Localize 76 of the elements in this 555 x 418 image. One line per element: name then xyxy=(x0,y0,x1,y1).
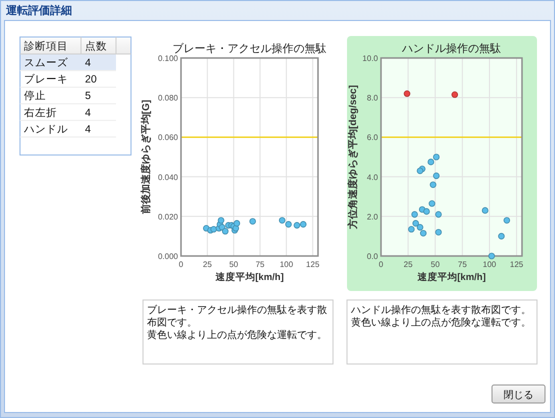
x-axis-title: 速度平均[km/h] xyxy=(416,271,486,283)
text: 点数 xyxy=(85,40,107,52)
y-axis-title: 方位角速度ゆらぎ平均[deg/sec] xyxy=(347,85,359,230)
point xyxy=(423,208,430,215)
data-label: 4 xyxy=(85,123,91,136)
x-tick-label: 125 xyxy=(510,260,524,269)
point xyxy=(433,154,440,160)
point xyxy=(451,91,458,98)
point xyxy=(412,220,419,227)
y-tick-label: 0.020 xyxy=(158,212,179,222)
y-tick-label: 0.080 xyxy=(158,94,179,103)
category-label: 右左折 xyxy=(24,106,57,119)
x-tick-label: 50 xyxy=(430,260,440,269)
point xyxy=(234,220,240,227)
data-label: 20 xyxy=(85,74,97,86)
point xyxy=(428,200,436,207)
text: 診断項目 xyxy=(24,40,68,52)
y-tick-label: 10.0 xyxy=(362,54,379,63)
data-label: 5 xyxy=(85,90,91,102)
y-tick-label: 0.0 xyxy=(366,252,379,261)
x-axis-title: 速度平均[km/h] xyxy=(214,271,284,283)
point xyxy=(218,217,224,224)
point xyxy=(435,228,442,236)
category-label: ハンドル xyxy=(23,123,68,136)
x-tick-label: 125 xyxy=(306,260,320,269)
x-tick-label: 75 xyxy=(458,260,468,269)
point xyxy=(249,218,256,225)
point xyxy=(433,172,440,180)
data-label: 4 xyxy=(85,57,91,69)
category-label: 停止 xyxy=(24,89,46,102)
close-button[interactable]: 閉じる xyxy=(492,384,546,404)
point xyxy=(435,211,442,218)
x-tick-label: 25 xyxy=(404,260,414,269)
x-tick-label: 75 xyxy=(256,260,266,269)
x-tick-label: 50 xyxy=(229,260,239,269)
y-tick-label: 0.040 xyxy=(158,172,179,182)
x-tick-label: 25 xyxy=(202,260,212,269)
chart-title: ブレーキ・アクセル操作の無駄 xyxy=(172,42,326,55)
data-label: 4 xyxy=(85,106,91,119)
y-tick-label: 8.0 xyxy=(366,94,379,103)
x-tick-label: 0 xyxy=(378,260,384,269)
point xyxy=(294,222,300,229)
point xyxy=(278,217,286,224)
y-tick-label: 6.0 xyxy=(366,133,379,142)
point xyxy=(408,226,415,233)
x-tick-label: 100 xyxy=(280,260,294,269)
point xyxy=(488,252,495,260)
point xyxy=(428,158,434,166)
point xyxy=(416,224,424,231)
point xyxy=(285,221,292,228)
text: 黄色い線より上の点が危険な運転です。 xyxy=(147,329,327,341)
text: 運転評価詳細 xyxy=(5,4,72,17)
y-axis-title: 前後加速度ゆらぎ平均[G] xyxy=(140,100,152,216)
point xyxy=(411,211,418,218)
y-tick-label: 2.0 xyxy=(366,212,379,222)
y-tick-label: 0.000 xyxy=(158,252,179,261)
x-tick-label: 0 xyxy=(178,260,184,269)
category-label: ブレーキ xyxy=(24,72,68,86)
point xyxy=(504,217,510,224)
text: 黄色い線より上の点が危険な運転です。 xyxy=(351,316,531,328)
point xyxy=(420,230,427,236)
chart-title: ハンドル操作の無駄 xyxy=(401,43,501,55)
point xyxy=(300,221,307,228)
text: ブレーキ・アクセル操作の無駄を表す散布図です。 xyxy=(147,304,327,328)
point xyxy=(482,207,488,214)
point xyxy=(222,228,229,235)
point xyxy=(498,232,505,240)
x-tick-label: 100 xyxy=(482,260,497,269)
category-label: スムーズ xyxy=(24,57,69,69)
y-tick-label: 0.100 xyxy=(158,54,179,63)
text: ハンドル操作の無駄を表す散布図です。 xyxy=(350,304,531,316)
y-tick-label: 0.060 xyxy=(158,133,179,142)
point xyxy=(210,226,217,233)
y-tick-label: 4.0 xyxy=(366,172,379,182)
point xyxy=(404,90,410,97)
point xyxy=(430,181,436,188)
